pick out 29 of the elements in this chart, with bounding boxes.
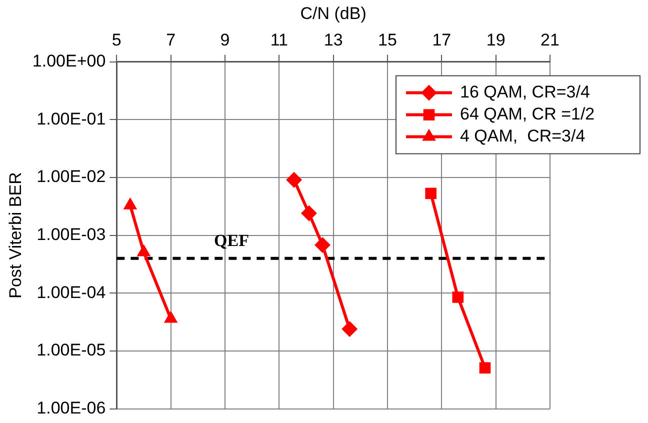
y-tick-label: 1.00E+00 [32, 51, 106, 70]
point [314, 236, 330, 253]
x-tick-label: 9 [220, 30, 230, 50]
x-tick-label: 5 [112, 30, 122, 50]
y-axis-title: Post Viterbi BER [6, 172, 25, 298]
x-axis-title: C/N (dB) [300, 4, 366, 23]
y-tick-label: 1.00E-04 [36, 282, 106, 302]
point [425, 188, 436, 200]
y-tick-label: 1.00E-02 [36, 167, 106, 186]
x-tick-label: 17 [432, 30, 452, 50]
ref-line-label: QEF [214, 231, 249, 250]
x-tick-label: 19 [486, 30, 506, 50]
legend-label: 16 QAM, CR=3/4 [460, 82, 590, 102]
y-tick-label: 1.00E-06 [36, 398, 106, 418]
point [286, 172, 302, 188]
y-tick-label: 1.00E-01 [36, 109, 106, 128]
x-tick-label: 15 [378, 30, 397, 50]
x-tick-label: 11 [270, 30, 288, 50]
x-tick-label: 21 [540, 30, 560, 50]
x-tick-label: 13 [324, 30, 343, 50]
point [342, 320, 358, 337]
legend-label: 4 QAM, CR=3/4 [460, 126, 586, 146]
point [479, 362, 491, 374]
point [452, 292, 464, 303]
legend-label: 64 QAM, CR =1/2 [460, 104, 595, 124]
y-tick-label: 1.00E-03 [36, 224, 106, 244]
point [300, 205, 317, 222]
x-tick-label: 7 [166, 30, 176, 50]
y-tick-label: 1.00E-05 [36, 340, 106, 360]
